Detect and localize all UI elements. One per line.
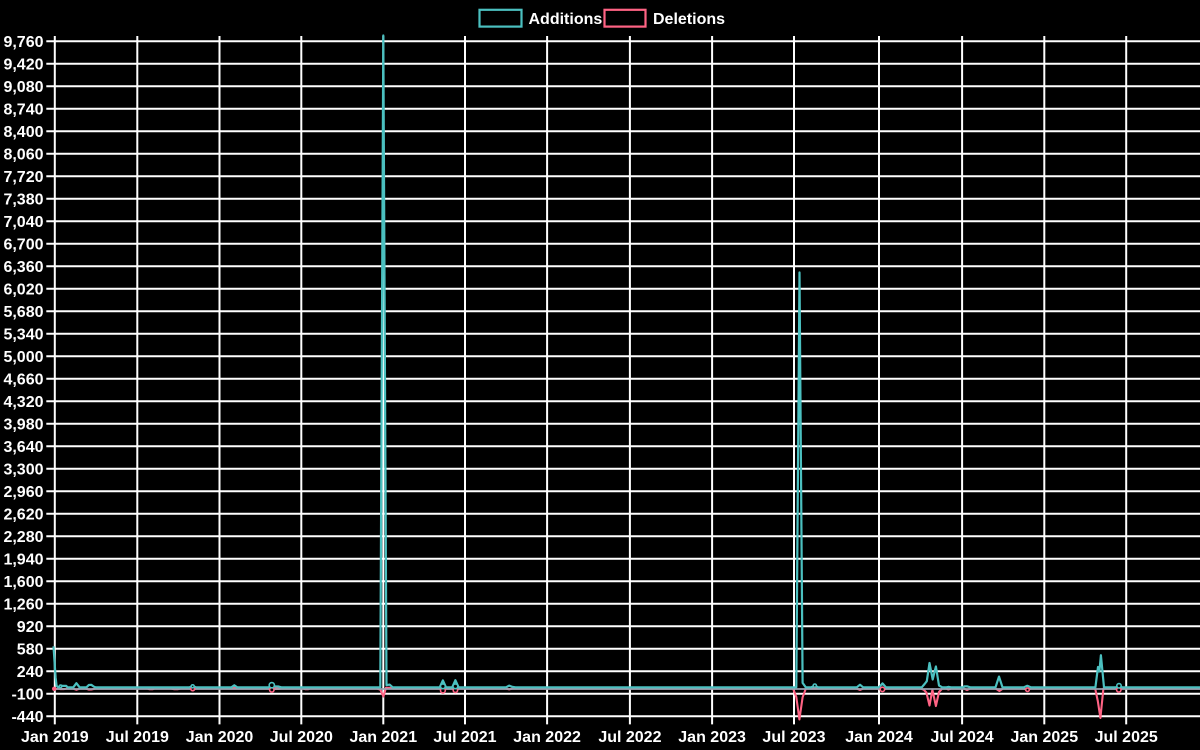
svg-text:Jul 2023: Jul 2023 <box>762 729 825 746</box>
svg-text:-440: -440 <box>11 709 43 726</box>
svg-text:920: 920 <box>17 619 44 636</box>
svg-text:Jul 2019: Jul 2019 <box>106 729 169 746</box>
svg-text:6,700: 6,700 <box>3 236 43 253</box>
svg-text:2,620: 2,620 <box>3 506 43 523</box>
svg-text:4,660: 4,660 <box>3 371 43 388</box>
svg-text:Jan 2021: Jan 2021 <box>349 729 417 746</box>
svg-text:Jan 2025: Jan 2025 <box>1010 729 1078 746</box>
svg-text:2,960: 2,960 <box>3 484 43 501</box>
svg-text:240: 240 <box>17 664 44 681</box>
svg-text:9,080: 9,080 <box>3 79 43 96</box>
svg-text:9,760: 9,760 <box>3 34 43 51</box>
svg-text:Jul 2022: Jul 2022 <box>598 729 661 746</box>
svg-text:Jan 2020: Jan 2020 <box>186 729 254 746</box>
svg-text:7,720: 7,720 <box>3 169 43 186</box>
svg-text:Jul 2025: Jul 2025 <box>1095 729 1158 746</box>
svg-text:9,420: 9,420 <box>3 56 43 73</box>
svg-text:3,640: 3,640 <box>3 439 43 456</box>
svg-text:4,320: 4,320 <box>3 394 43 411</box>
svg-text:2,280: 2,280 <box>3 529 43 546</box>
svg-text:580: 580 <box>17 641 44 658</box>
svg-text:1,260: 1,260 <box>3 596 43 613</box>
svg-text:5,340: 5,340 <box>3 326 43 343</box>
svg-text:Jan 2024: Jan 2024 <box>845 729 913 746</box>
svg-text:Jan 2023: Jan 2023 <box>678 729 746 746</box>
svg-text:Jul 2020: Jul 2020 <box>270 729 333 746</box>
svg-text:Jan 2019: Jan 2019 <box>21 729 89 746</box>
svg-text:-100: -100 <box>11 686 43 703</box>
svg-text:5,680: 5,680 <box>3 304 43 321</box>
svg-text:5,000: 5,000 <box>3 349 43 366</box>
svg-text:Additions: Additions <box>529 11 603 28</box>
svg-text:8,740: 8,740 <box>3 101 43 118</box>
svg-text:8,400: 8,400 <box>3 124 43 141</box>
svg-text:1,600: 1,600 <box>3 574 43 591</box>
svg-text:6,360: 6,360 <box>3 259 43 276</box>
svg-text:Jul 2024: Jul 2024 <box>931 729 994 746</box>
svg-text:7,040: 7,040 <box>3 214 43 231</box>
svg-text:7,380: 7,380 <box>3 191 43 208</box>
svg-text:Jul 2021: Jul 2021 <box>433 729 496 746</box>
svg-text:6,020: 6,020 <box>3 281 43 298</box>
svg-text:3,980: 3,980 <box>3 416 43 433</box>
svg-text:8,060: 8,060 <box>3 146 43 163</box>
svg-text:Deletions: Deletions <box>653 11 725 28</box>
svg-text:3,300: 3,300 <box>3 461 43 478</box>
svg-text:Jan 2022: Jan 2022 <box>513 729 581 746</box>
svg-text:1,940: 1,940 <box>3 551 43 568</box>
